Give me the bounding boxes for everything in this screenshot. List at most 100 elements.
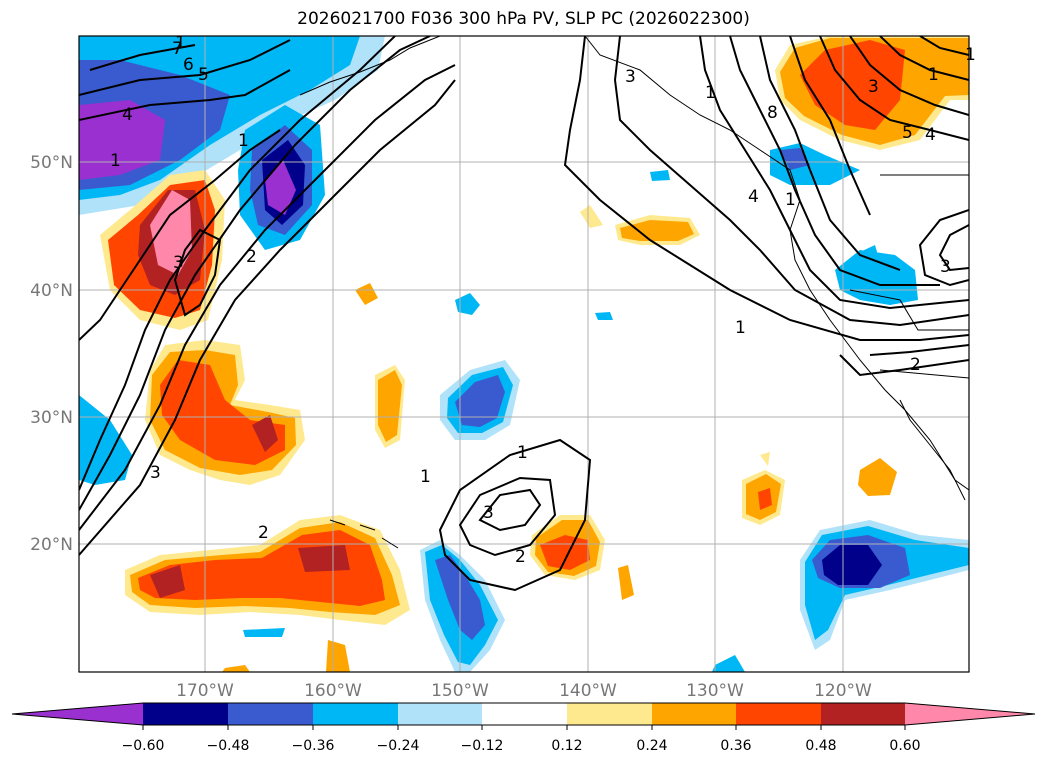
pv-shading-layer xyxy=(79,36,969,672)
slp-contour xyxy=(918,209,969,287)
slp-contour xyxy=(173,228,222,317)
pv-region xyxy=(150,190,192,275)
colorbar-cell xyxy=(228,703,313,725)
map-title: 2026021700 F036 300 hPa PV, SLP PC (2026… xyxy=(297,9,750,29)
contour-label: 1 xyxy=(705,83,716,103)
contour-label: 4 xyxy=(748,187,759,207)
pv-region xyxy=(265,160,296,215)
coastline xyxy=(299,36,441,96)
pv-region xyxy=(455,375,505,427)
colorbar-cell xyxy=(821,703,905,725)
colorbar-cell xyxy=(736,703,821,725)
slp-contour xyxy=(839,354,969,377)
colorbar-tick-label: −0.48 xyxy=(207,738,250,754)
lon-label: 140°W xyxy=(559,681,617,701)
pv-region xyxy=(758,488,772,510)
slp-contour xyxy=(478,488,542,532)
pv-region xyxy=(822,545,882,585)
colorbar-tick-label: −0.24 xyxy=(377,738,420,754)
contour-label: 5 xyxy=(902,123,913,143)
colorbar-tick-label: 0.48 xyxy=(805,738,836,754)
contour-label: 3 xyxy=(625,67,636,87)
slp-contour xyxy=(699,36,969,310)
colorbar-tick-label: 0.12 xyxy=(551,738,582,754)
contour-labels: 1 4 1 1 3 1 3 3 2 1 3 2 1 8 4 1 1 2 3 3 … xyxy=(110,33,976,567)
border xyxy=(849,289,969,331)
slp-contour xyxy=(79,129,281,341)
slp-contour xyxy=(79,36,431,511)
slp-contour xyxy=(789,36,871,216)
colorbar-tick-label: 0.36 xyxy=(720,738,751,754)
contour-label: 3 xyxy=(150,463,161,483)
slp-contour xyxy=(79,64,456,531)
pv-region xyxy=(800,40,905,130)
pv-region xyxy=(780,148,810,170)
slp-contour xyxy=(919,36,969,56)
colorbar-cell xyxy=(398,703,482,725)
slp-contour xyxy=(849,36,969,116)
slp-contour xyxy=(79,39,291,96)
slp-contour xyxy=(79,79,456,556)
colorbar-tick-label: 0.60 xyxy=(889,738,920,754)
colorbar-tick-label: −0.60 xyxy=(122,738,165,754)
contour-label: 2 xyxy=(910,355,921,375)
colorbar-cell xyxy=(313,703,398,725)
colorbar-tick-label: 0.24 xyxy=(636,738,667,754)
pv-region xyxy=(595,312,613,320)
colorbar-tick-label: −0.12 xyxy=(461,738,504,754)
lat-label: 40°N xyxy=(30,281,73,301)
colorbar-extend-min xyxy=(12,703,143,725)
colorbar-extend-max xyxy=(905,703,1035,725)
slp-contours xyxy=(79,36,969,592)
pv-region xyxy=(860,245,880,268)
pv-region xyxy=(650,170,670,181)
hawaii xyxy=(329,519,399,549)
slp-contour xyxy=(79,69,291,121)
pv-region xyxy=(455,293,480,315)
contour-label: 8 xyxy=(767,103,778,123)
slp-contour xyxy=(458,476,557,557)
pv-region xyxy=(378,370,402,442)
pv-region xyxy=(222,665,250,672)
contour-label: 1 xyxy=(735,318,746,338)
colorbar-ticks xyxy=(142,725,906,730)
contour-label: 7 xyxy=(172,39,183,59)
slp-contour xyxy=(563,36,969,341)
slp-contour xyxy=(438,438,592,592)
contour-label: 2 xyxy=(515,547,526,567)
pv-region xyxy=(355,283,378,305)
pv-region xyxy=(620,220,694,241)
contour-label: 1 xyxy=(238,131,249,151)
pv-region xyxy=(580,205,603,228)
contour-label: 3 xyxy=(940,257,951,277)
contour-label: 1 xyxy=(517,443,528,463)
contour-label: 1 xyxy=(175,33,186,53)
slp-contour xyxy=(613,36,969,327)
gridlines xyxy=(79,36,969,672)
colorbar-tick-label: −0.36 xyxy=(292,738,335,754)
contour-label: 4 xyxy=(925,125,936,145)
contour-label: 1 xyxy=(785,190,796,210)
contour-label: 1 xyxy=(965,45,976,65)
contour-label: 2 xyxy=(258,523,269,543)
lon-label: 130°W xyxy=(686,681,744,701)
pv-region xyxy=(243,628,285,637)
pv-region xyxy=(160,360,285,465)
contour-label: 2 xyxy=(246,247,257,267)
contour-label: 1 xyxy=(420,467,431,487)
pv-region xyxy=(326,640,350,672)
contour-label: 3 xyxy=(173,253,184,273)
lon-label: 170°W xyxy=(176,681,234,701)
slp-contour xyxy=(729,36,940,286)
pv-region xyxy=(79,100,165,180)
colorbar-cell xyxy=(652,703,736,725)
pv-region xyxy=(298,545,350,572)
lon-label: 160°W xyxy=(304,681,362,701)
pv-region xyxy=(760,452,770,466)
contour-label: 3 xyxy=(868,77,879,97)
pv-region xyxy=(252,415,278,452)
colorbar: −0.60 −0.48 −0.36 −0.24 −0.12 0.12 0.24 … xyxy=(11,702,1036,754)
lon-label: 150°W xyxy=(431,681,489,701)
coastline xyxy=(899,399,966,501)
